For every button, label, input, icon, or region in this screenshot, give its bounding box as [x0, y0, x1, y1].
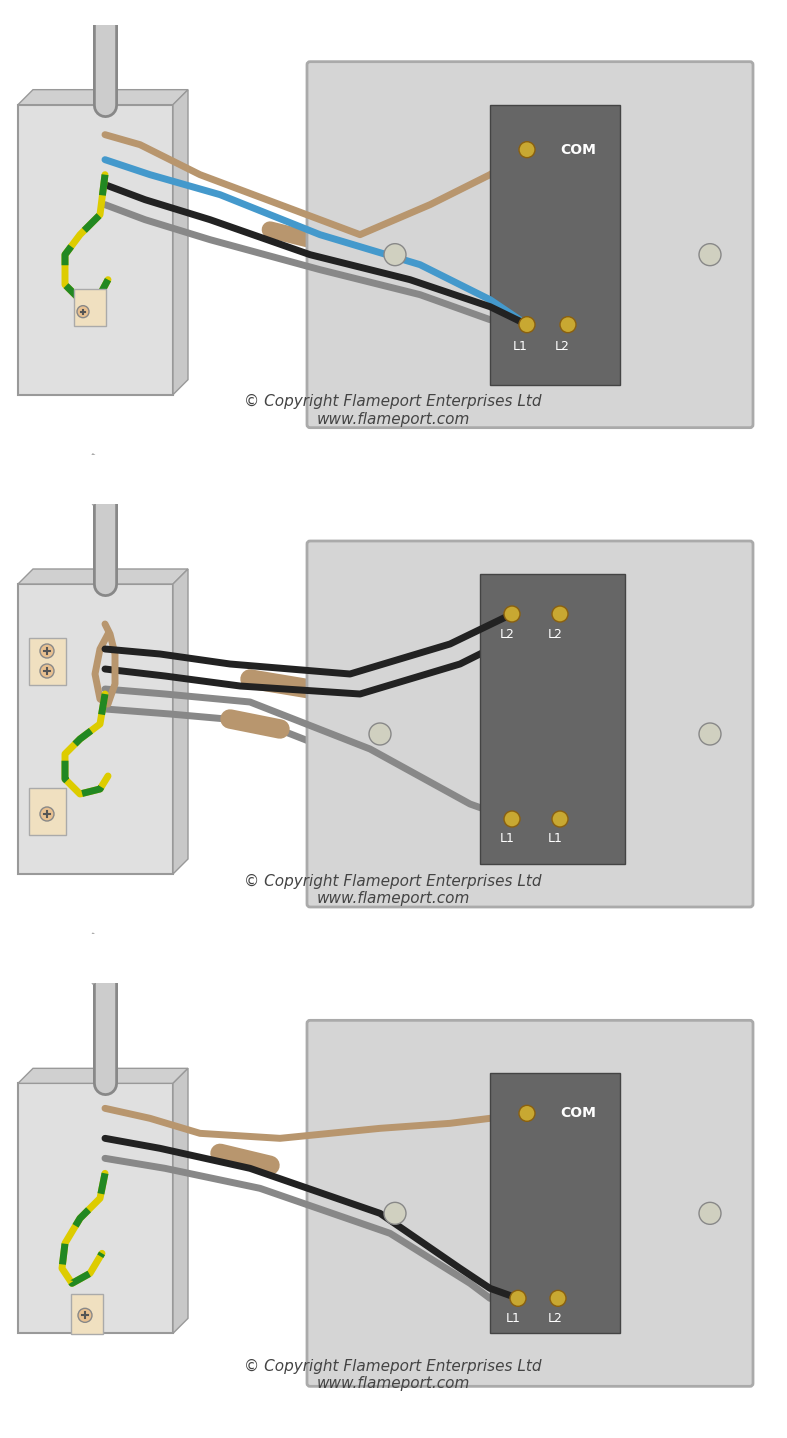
Text: © Copyright Flameport Enterprises Ltd
www.flameport.com: © Copyright Flameport Enterprises Ltd ww… — [244, 1359, 541, 1392]
Text: L1: L1 — [548, 833, 563, 846]
Circle shape — [369, 723, 391, 745]
Circle shape — [552, 605, 568, 623]
Circle shape — [552, 811, 568, 827]
Circle shape — [699, 243, 721, 266]
Polygon shape — [18, 569, 188, 584]
Circle shape — [40, 644, 54, 659]
Polygon shape — [18, 89, 188, 105]
FancyBboxPatch shape — [307, 62, 753, 427]
Text: L1: L1 — [500, 833, 515, 846]
Text: L1: L1 — [505, 1311, 520, 1324]
Text: L2: L2 — [555, 341, 570, 354]
FancyBboxPatch shape — [29, 638, 66, 684]
FancyBboxPatch shape — [307, 541, 753, 907]
Text: L2: L2 — [548, 627, 563, 640]
Polygon shape — [18, 1068, 188, 1083]
Text: L2: L2 — [548, 1311, 563, 1324]
FancyBboxPatch shape — [18, 584, 173, 874]
Text: L2: L2 — [500, 627, 515, 640]
Circle shape — [560, 316, 576, 332]
Circle shape — [40, 807, 54, 821]
FancyBboxPatch shape — [74, 289, 106, 325]
FancyBboxPatch shape — [18, 1083, 173, 1333]
FancyBboxPatch shape — [18, 105, 173, 394]
Text: COM: COM — [560, 142, 596, 157]
FancyBboxPatch shape — [480, 574, 625, 864]
Polygon shape — [173, 1068, 188, 1333]
Circle shape — [519, 1106, 535, 1122]
Circle shape — [504, 605, 520, 623]
FancyBboxPatch shape — [29, 788, 66, 835]
Circle shape — [40, 664, 54, 677]
Polygon shape — [173, 569, 188, 874]
Circle shape — [550, 1290, 566, 1306]
Circle shape — [77, 306, 89, 318]
FancyBboxPatch shape — [71, 1294, 103, 1334]
Text: COM: COM — [560, 1106, 596, 1120]
Circle shape — [699, 723, 721, 745]
Text: L1: L1 — [512, 341, 527, 354]
FancyBboxPatch shape — [490, 1073, 620, 1333]
Text: © Copyright Flameport Enterprises Ltd
www.flameport.com: © Copyright Flameport Enterprises Ltd ww… — [244, 873, 541, 906]
Circle shape — [384, 1202, 406, 1224]
Polygon shape — [173, 89, 188, 394]
FancyBboxPatch shape — [490, 105, 620, 385]
FancyBboxPatch shape — [307, 1021, 753, 1386]
Text: © Copyright Flameport Enterprises Ltd
www.flameport.com: © Copyright Flameport Enterprises Ltd ww… — [244, 394, 541, 427]
Circle shape — [384, 243, 406, 266]
Circle shape — [78, 1309, 92, 1323]
Circle shape — [699, 1202, 721, 1224]
Circle shape — [504, 811, 520, 827]
Circle shape — [510, 1290, 526, 1306]
Circle shape — [519, 142, 535, 158]
Circle shape — [519, 316, 535, 332]
